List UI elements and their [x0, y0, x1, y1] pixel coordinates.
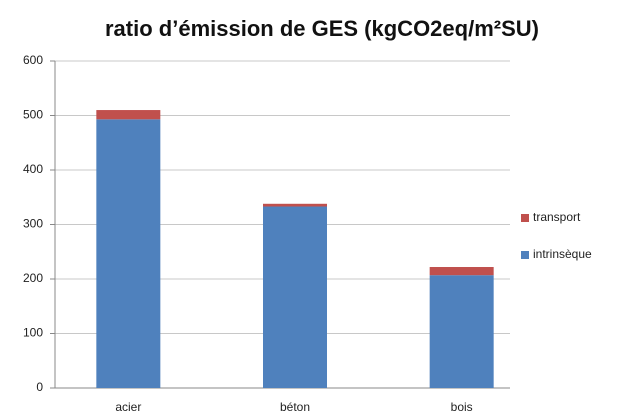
y-tick-label: 600	[23, 53, 43, 67]
legend-label: transport	[533, 210, 581, 224]
y-tick-label: 100	[23, 326, 43, 340]
bar-segment	[429, 275, 494, 388]
bar-segment	[96, 110, 161, 120]
y-tick-label: 0	[36, 380, 43, 394]
y-tick-label: 200	[23, 271, 43, 285]
x-tick-label: acier	[115, 400, 141, 414]
bar-segment	[263, 203, 327, 207]
chart-title: ratio d’émission de GES (kgCO2eq/m²SU)	[105, 16, 539, 41]
y-tick-label: 400	[23, 162, 43, 176]
x-tick-label: béton	[280, 400, 310, 414]
bar-segment	[263, 206, 327, 388]
legend-swatch	[521, 214, 529, 222]
legend-swatch	[521, 251, 529, 259]
legend-label: intrinsèque	[533, 247, 592, 261]
bar-segment	[96, 119, 161, 388]
y-tick-label: 500	[23, 108, 43, 122]
x-tick-label: bois	[451, 400, 473, 414]
bar-segment	[429, 267, 494, 276]
y-tick-label: 300	[23, 217, 43, 231]
